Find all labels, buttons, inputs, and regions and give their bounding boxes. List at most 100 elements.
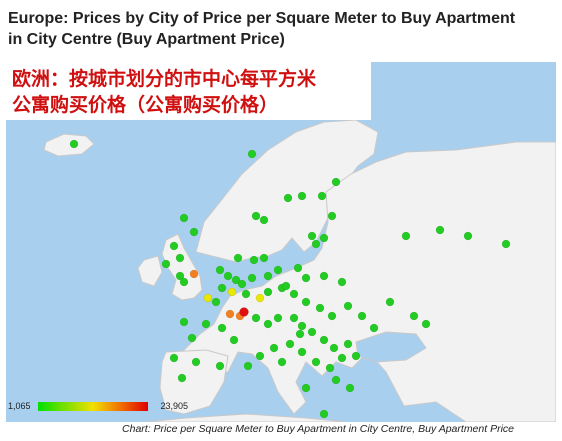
chinese-title-line-1: 欧洲：按城市划分的市中心每平方米	[12, 68, 317, 90]
city-marker	[255, 351, 265, 361]
city-marker	[255, 293, 265, 303]
city-marker	[203, 293, 213, 303]
city-marker	[301, 273, 311, 283]
britain-land	[161, 233, 203, 301]
europe-map	[6, 62, 556, 422]
city-marker	[325, 363, 335, 373]
iberia-land	[159, 349, 229, 415]
city-marker	[289, 313, 299, 323]
city-marker	[189, 227, 199, 237]
legend-max-label: 23,905	[160, 401, 188, 411]
city-marker	[69, 139, 79, 149]
city-marker	[247, 149, 257, 159]
city-marker	[297, 347, 307, 357]
city-marker	[263, 287, 273, 297]
city-marker	[247, 273, 257, 283]
city-marker	[501, 239, 511, 249]
title-line-1: Europe: Prices by City of Price per Squa…	[8, 10, 516, 27]
city-marker	[463, 231, 473, 241]
city-marker	[179, 277, 189, 287]
city-marker	[217, 283, 227, 293]
city-marker	[307, 231, 317, 241]
city-marker	[225, 309, 235, 319]
city-marker	[223, 271, 233, 281]
city-marker	[175, 253, 185, 263]
city-marker	[319, 409, 329, 419]
city-marker	[263, 271, 273, 281]
city-marker	[227, 287, 237, 297]
city-marker	[273, 313, 283, 323]
chinese-title-line-2: 公寓购买价格（公寓购买价格）	[12, 94, 279, 116]
iceland-land	[43, 133, 95, 157]
city-marker	[327, 311, 337, 321]
map-svg	[6, 62, 556, 422]
legend-min-label: 1,065	[8, 401, 31, 411]
city-marker	[319, 335, 329, 345]
city-marker	[331, 177, 341, 187]
city-marker	[201, 319, 211, 329]
city-marker	[297, 321, 307, 331]
color-legend: 1,065 23,905	[8, 398, 188, 416]
city-marker	[297, 191, 307, 201]
city-marker	[319, 233, 329, 243]
africa-land	[145, 413, 347, 422]
city-marker	[259, 215, 269, 225]
ireland-land	[137, 255, 163, 287]
city-marker	[319, 271, 329, 281]
city-marker	[293, 263, 303, 273]
mainland-land	[165, 141, 556, 422]
city-marker	[385, 297, 395, 307]
city-marker	[269, 343, 279, 353]
map-title: Europe: Prices by City of Price per Squa…	[8, 8, 558, 50]
city-marker	[281, 281, 291, 291]
city-marker	[169, 241, 179, 251]
city-marker	[331, 375, 341, 385]
chinese-title: 欧洲：按城市划分的市中心每平方米 公寓购买价格（公寓购买价格）	[12, 66, 316, 118]
city-marker	[327, 211, 337, 221]
city-marker	[187, 333, 197, 343]
city-marker	[401, 231, 411, 241]
city-marker	[233, 253, 243, 263]
city-marker	[249, 255, 259, 265]
city-marker	[169, 353, 179, 363]
city-marker	[311, 357, 321, 367]
city-marker	[351, 351, 361, 361]
title-line-2: in City Centre (Buy Apartment Price)	[8, 31, 285, 48]
city-marker	[191, 357, 201, 367]
city-marker	[421, 319, 431, 329]
city-marker	[345, 383, 355, 393]
city-marker	[179, 213, 189, 223]
black-sea	[355, 331, 427, 363]
city-marker	[301, 383, 311, 393]
city-marker	[251, 211, 261, 221]
city-marker	[315, 303, 325, 313]
city-marker	[211, 297, 221, 307]
city-marker	[229, 335, 239, 345]
city-marker	[343, 339, 353, 349]
city-marker	[337, 353, 347, 363]
city-marker	[285, 339, 295, 349]
city-marker	[357, 311, 367, 321]
city-marker	[231, 275, 241, 285]
city-marker	[251, 313, 261, 323]
city-marker	[337, 277, 347, 287]
city-marker	[263, 319, 273, 329]
city-marker	[317, 191, 327, 201]
city-marker	[273, 265, 283, 275]
city-marker	[301, 297, 311, 307]
city-marker	[215, 361, 225, 371]
city-marker	[177, 373, 187, 383]
city-marker	[277, 357, 287, 367]
city-marker	[307, 327, 317, 337]
city-marker	[161, 259, 171, 269]
chart-caption: Chart: Price per Square Meter to Buy Apa…	[122, 423, 514, 435]
city-marker	[179, 317, 189, 327]
city-marker	[295, 329, 305, 339]
chinese-title-backdrop	[6, 62, 371, 120]
city-marker	[435, 225, 445, 235]
city-marker	[343, 301, 353, 311]
city-marker	[311, 239, 321, 249]
city-marker	[289, 289, 299, 299]
city-marker	[283, 193, 293, 203]
city-marker	[217, 323, 227, 333]
